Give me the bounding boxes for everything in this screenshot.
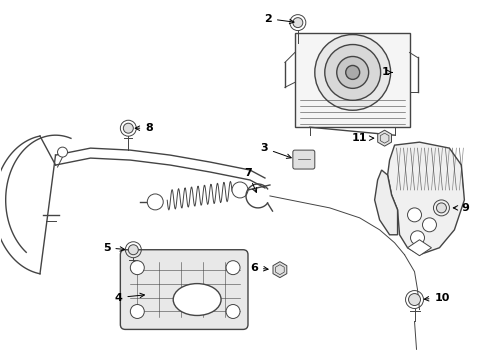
- Circle shape: [315, 35, 391, 110]
- Circle shape: [130, 261, 144, 275]
- Text: 10: 10: [424, 293, 450, 302]
- Circle shape: [226, 261, 240, 275]
- Circle shape: [409, 293, 420, 306]
- Polygon shape: [375, 170, 397, 235]
- Circle shape: [337, 57, 368, 88]
- Circle shape: [411, 231, 424, 245]
- Text: 3: 3: [260, 143, 291, 158]
- Circle shape: [437, 203, 446, 213]
- Circle shape: [232, 182, 248, 198]
- Polygon shape: [388, 142, 465, 255]
- Circle shape: [346, 66, 360, 80]
- FancyBboxPatch shape: [295, 32, 410, 127]
- Circle shape: [128, 245, 138, 255]
- Text: 7: 7: [244, 168, 257, 192]
- Text: 11: 11: [352, 133, 374, 143]
- Text: 6: 6: [250, 263, 268, 273]
- Circle shape: [57, 147, 68, 157]
- Circle shape: [130, 305, 144, 319]
- Circle shape: [422, 218, 437, 232]
- Circle shape: [293, 18, 303, 28]
- Text: 2: 2: [264, 14, 294, 24]
- Text: 9: 9: [453, 203, 469, 213]
- Circle shape: [147, 194, 163, 210]
- Circle shape: [408, 208, 421, 222]
- FancyBboxPatch shape: [121, 250, 248, 329]
- Polygon shape: [408, 240, 432, 256]
- Circle shape: [325, 45, 381, 100]
- Ellipse shape: [173, 284, 221, 315]
- Text: 4: 4: [115, 293, 145, 302]
- Circle shape: [226, 305, 240, 319]
- Text: 1: 1: [382, 67, 392, 77]
- Text: 8: 8: [135, 123, 153, 133]
- Text: 5: 5: [103, 243, 124, 253]
- FancyBboxPatch shape: [293, 150, 315, 169]
- Circle shape: [123, 123, 133, 133]
